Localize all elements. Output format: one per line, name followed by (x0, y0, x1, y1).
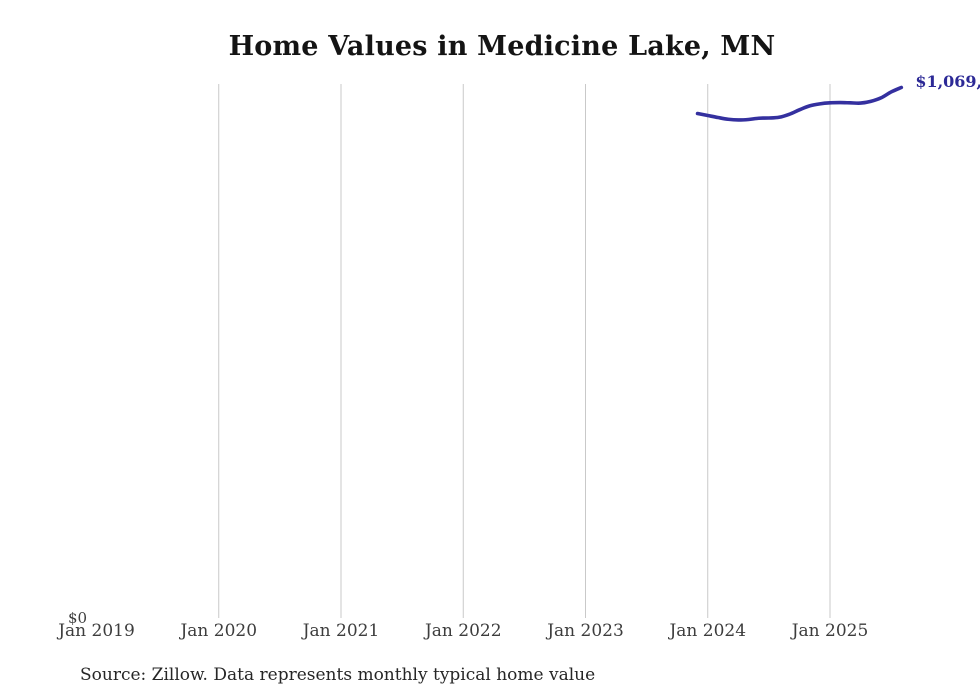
latest-value-label: $1,069, (915, 72, 980, 92)
x-tick-label: Jan 2020 (180, 621, 258, 641)
x-tick-label: Jan 2024 (669, 621, 747, 641)
x-tick-label: Jan 2025 (791, 621, 869, 641)
x-tick-label: Jan 2019 (58, 621, 135, 641)
source-note: Source: Zillow. Data represents monthly … (80, 665, 596, 685)
home-value-line (695, 85, 904, 122)
x-tick-label: Jan 2023 (547, 621, 624, 641)
x-tick-label: Jan 2022 (424, 621, 502, 641)
x-tick-label: Jan 2021 (302, 621, 380, 641)
chart-title: Home Values in Medicine Lake, MN (228, 31, 776, 62)
y-axis-zero-label: $0 (68, 609, 88, 627)
